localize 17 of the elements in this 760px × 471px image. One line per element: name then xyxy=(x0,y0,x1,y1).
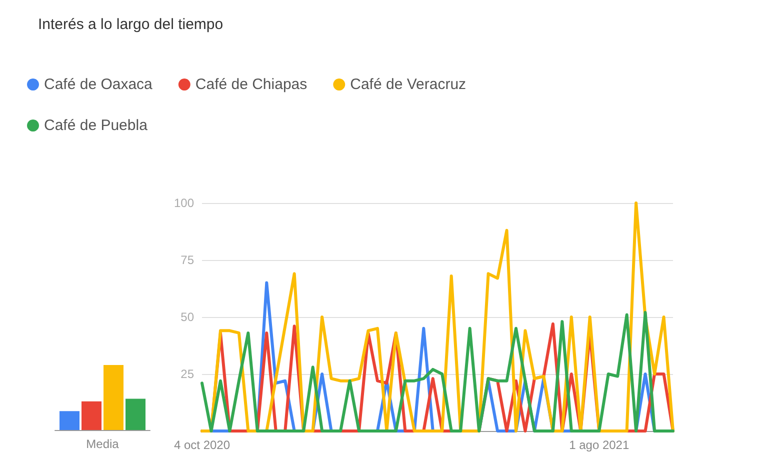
bar xyxy=(82,401,102,430)
legend-label: Café de Puebla xyxy=(44,117,148,134)
y-tick-label: 25 xyxy=(180,367,194,381)
x-tick-label: 4 oct 2020 xyxy=(174,438,230,452)
line-series xyxy=(200,202,674,432)
bar xyxy=(104,365,124,430)
bar xyxy=(126,398,146,430)
y-tick-label: 50 xyxy=(180,310,194,324)
y-tick-label: 100 xyxy=(174,196,194,210)
x-tick-label: Media xyxy=(86,437,120,451)
legend-label: Café de Chiapas xyxy=(195,76,308,93)
chart-title: Interés a lo largo del tiempo xyxy=(38,16,224,33)
y-tick-label: 75 xyxy=(180,253,194,267)
bar xyxy=(60,411,80,430)
legend-label: Café de Oaxaca xyxy=(44,76,154,93)
x-tick-label: 1 ago 2021 xyxy=(569,438,630,452)
legend-label: Café de Veracruz xyxy=(350,76,466,93)
